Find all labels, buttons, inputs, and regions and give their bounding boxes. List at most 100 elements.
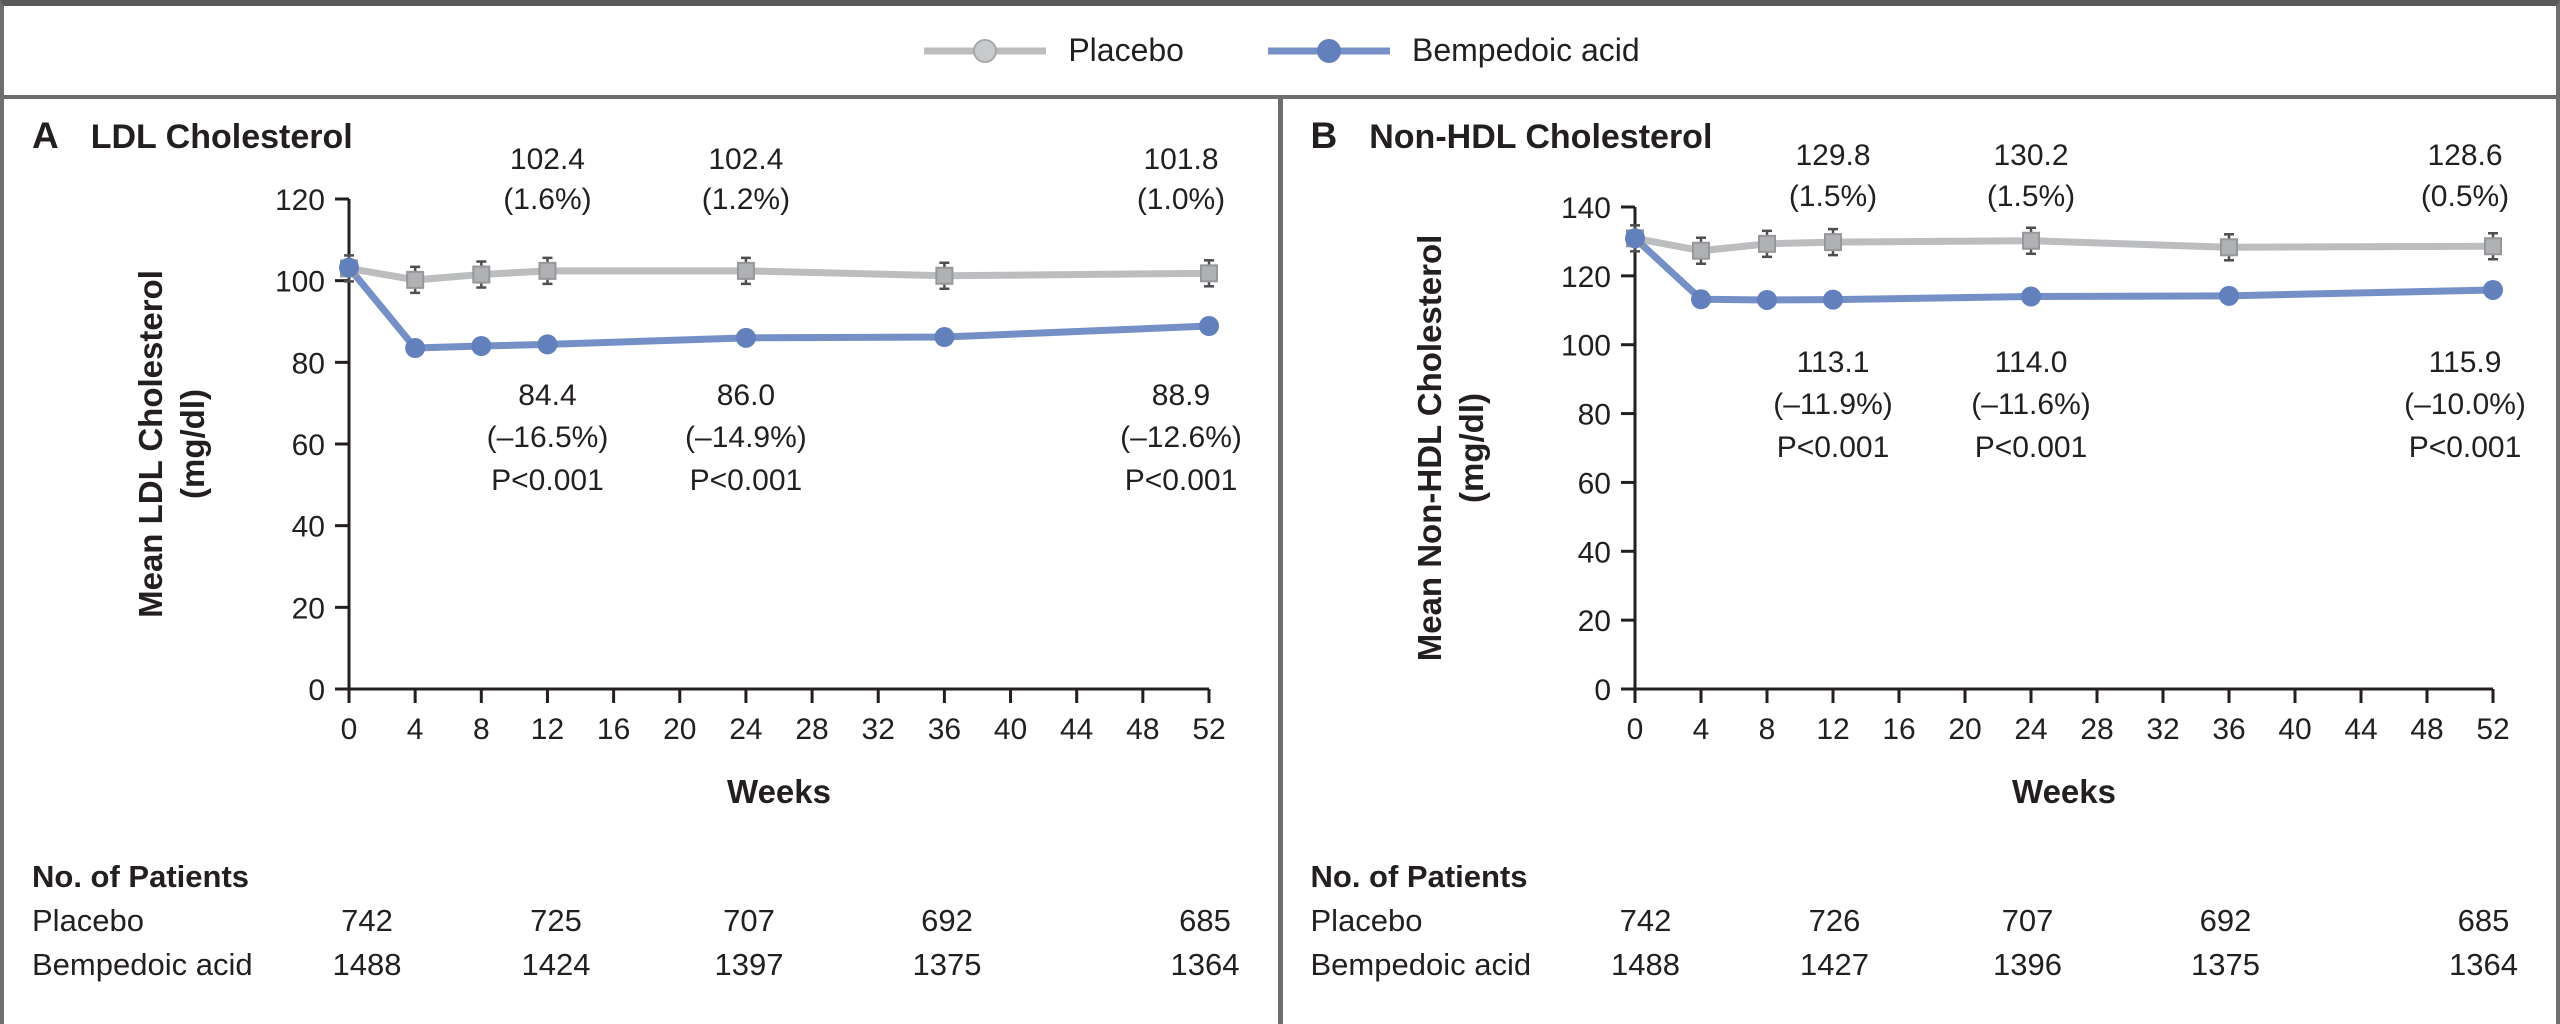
svg-text:40: 40 — [2278, 713, 2311, 746]
panel-b-letter: B — [1310, 115, 1338, 156]
svg-text:8: 8 — [473, 713, 490, 746]
svg-text:100: 100 — [1560, 330, 1610, 363]
svg-text:(–11.6%): (–11.6%) — [1971, 388, 2091, 421]
svg-text:20: 20 — [1948, 713, 1981, 746]
svg-text:4: 4 — [1692, 713, 1709, 746]
svg-text:12: 12 — [531, 713, 564, 746]
svg-text:0: 0 — [308, 674, 325, 707]
svg-text:16: 16 — [1882, 713, 1915, 746]
svg-text:(1.0%): (1.0%) — [1137, 183, 1225, 216]
svg-text:P<0.001: P<0.001 — [1125, 464, 1238, 497]
svg-text:(1.5%): (1.5%) — [1986, 180, 2074, 213]
panel-b-title: B Non-HDL Cholesterol — [1311, 115, 1713, 157]
svg-text:60: 60 — [1577, 467, 1610, 500]
row-label: Bempedoic acid — [32, 947, 253, 982]
svg-text:Mean Non-HDL Cholesterol: Mean Non-HDL Cholesterol — [1411, 235, 1448, 662]
svg-text:44: 44 — [2344, 713, 2377, 746]
svg-text:28: 28 — [2080, 713, 2113, 746]
svg-text:36: 36 — [928, 713, 961, 746]
svg-text:12: 12 — [1816, 713, 1849, 746]
svg-text:40: 40 — [1577, 536, 1610, 569]
patient-count: 692 — [921, 903, 973, 938]
patient-count: 1364 — [1170, 947, 1240, 982]
legend-label-bempedoic-acid: Bempedoic acid — [1411, 32, 1640, 68]
svg-text:48: 48 — [1126, 713, 1159, 746]
svg-text:32: 32 — [862, 713, 895, 746]
svg-text:16: 16 — [597, 713, 630, 746]
svg-text:140: 140 — [1560, 192, 1610, 225]
svg-text:(–11.9%): (–11.9%) — [1773, 388, 1893, 421]
placebo-line-marker-icon — [924, 38, 1047, 63]
patient-count: 742 — [341, 903, 393, 938]
svg-text:86.0: 86.0 — [717, 379, 775, 412]
svg-text:80: 80 — [292, 347, 325, 380]
svg-text:40: 40 — [292, 511, 325, 544]
svg-text:52: 52 — [1192, 713, 1225, 746]
svg-text:Weeks: Weeks — [2012, 773, 2116, 810]
panel-a-title: A LDL Cholesterol — [32, 115, 353, 157]
svg-text:28: 28 — [795, 713, 828, 746]
panel-a-letter: A — [32, 115, 59, 156]
svg-text:20: 20 — [663, 713, 696, 746]
panel-non-hdl-cholesterol: 0 20 40 60 80 100 120 140 0 4 8 12 16 20 24 28 32 36 40 44 4… — [1277, 99, 2557, 1024]
svg-text:(–10.0%): (–10.0%) — [2404, 388, 2526, 421]
patient-count: 1396 — [1993, 947, 2062, 982]
patient-count: 742 — [1619, 903, 1672, 938]
patient-count: 707 — [723, 903, 775, 938]
svg-text:20: 20 — [1577, 605, 1610, 638]
svg-text:P<0.001: P<0.001 — [491, 464, 604, 497]
patient-count: 726 — [1808, 903, 1861, 938]
svg-text:(1.5%): (1.5%) — [1788, 180, 1876, 213]
row-label: Bempedoic acid — [1310, 947, 1532, 982]
svg-text:32: 32 — [2146, 713, 2179, 746]
legend-item-bempedoic-acid: Bempedoic acid — [1264, 32, 1640, 69]
patients-header: No. of Patients — [1310, 859, 1528, 894]
table-row: Bempedoic acid 1488 1427 1396 1375 1364 — [1283, 947, 2557, 987]
svg-text:129.8: 129.8 — [1795, 139, 1870, 172]
svg-text:101.8: 101.8 — [1143, 143, 1218, 176]
legend-label-placebo: Placebo — [1068, 32, 1184, 68]
svg-text:4: 4 — [407, 713, 424, 746]
svg-text:0: 0 — [1626, 713, 1643, 746]
table-row: Placebo 742 725 707 692 685 — [4, 903, 1278, 943]
patient-count: 1397 — [714, 947, 784, 982]
svg-text:120: 120 — [275, 184, 325, 217]
row-label: Placebo — [32, 903, 145, 938]
svg-text:(mg/dl): (mg/dl) — [174, 389, 211, 499]
svg-text:113.1: 113.1 — [1796, 346, 1869, 379]
svg-text:0: 0 — [1594, 674, 1611, 707]
svg-text:24: 24 — [729, 713, 762, 746]
patient-count: 725 — [530, 903, 582, 938]
svg-text:20: 20 — [292, 592, 325, 625]
patient-count: 1375 — [912, 947, 982, 982]
patient-count: 1427 — [1800, 947, 1869, 982]
svg-text:P<0.001: P<0.001 — [690, 464, 803, 497]
patient-count: 707 — [2001, 903, 2054, 938]
svg-text:P<0.001: P<0.001 — [2408, 431, 2521, 464]
patient-count: 1375 — [2191, 947, 2260, 982]
patient-count: 1488 — [332, 947, 402, 982]
svg-text:(1.6%): (1.6%) — [503, 183, 591, 216]
svg-text:60: 60 — [292, 429, 325, 462]
svg-text:24: 24 — [2014, 713, 2047, 746]
legend-bar: Placebo Bempedoic acid — [4, 6, 2556, 99]
svg-text:84.4: 84.4 — [518, 379, 576, 412]
bempedoic-line-marker-icon — [1267, 38, 1390, 63]
table-row: Placebo 742 726 707 692 685 — [1283, 903, 2557, 943]
panel-b-title-text: Non-HDL Cholesterol — [1369, 118, 1713, 156]
panel-ldl-cholesterol: 0 20 40 60 80 100 120 0 4 8 12 16 20 24 28 32 36 40 44 48 52… — [4, 99, 1278, 1024]
svg-text:102.4: 102.4 — [510, 143, 585, 176]
panel-a-title-text: LDL Cholesterol — [90, 118, 353, 156]
svg-text:48: 48 — [2410, 713, 2443, 746]
patients-header: No. of Patients — [32, 859, 250, 894]
svg-text:P<0.001: P<0.001 — [1974, 431, 2087, 464]
svg-text:(1.2%): (1.2%) — [702, 183, 790, 216]
svg-text:0: 0 — [341, 713, 358, 746]
patient-count: 685 — [1179, 903, 1231, 938]
patient-count: 692 — [2199, 903, 2252, 938]
svg-text:114.0: 114.0 — [1994, 346, 2067, 379]
svg-text:52: 52 — [2476, 713, 2509, 746]
svg-text:Weeks: Weeks — [727, 773, 831, 810]
svg-text:115.9: 115.9 — [2428, 346, 2501, 379]
